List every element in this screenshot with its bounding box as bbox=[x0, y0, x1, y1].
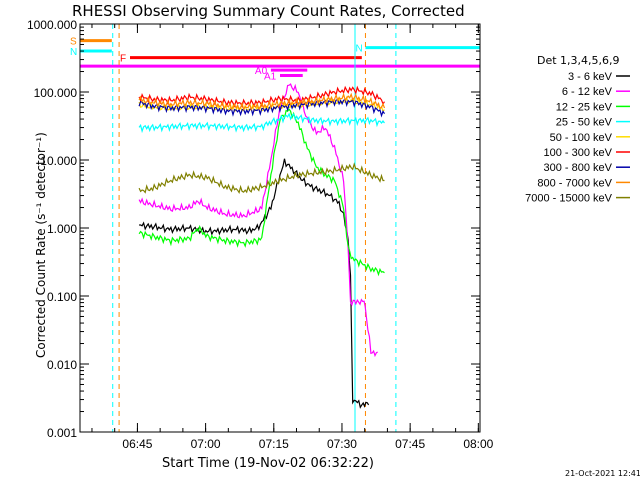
legend-label: 3 - 6 keV bbox=[568, 71, 613, 83]
series-line bbox=[138, 92, 386, 111]
series-line bbox=[138, 98, 386, 118]
legend-label: 12 - 25 keV bbox=[556, 101, 613, 113]
x-tick-label: 07:00 bbox=[191, 437, 221, 451]
flag-label: A0 bbox=[255, 66, 268, 77]
legend-label: 100 - 300 keV bbox=[544, 147, 613, 159]
flag-label: N bbox=[355, 44, 362, 55]
footer-date: 21-Oct-2021 12:41 bbox=[565, 469, 640, 478]
y-tick-label: 10.000 bbox=[40, 154, 77, 168]
chart-title: RHESSI Observing Summary Count Rates, Co… bbox=[72, 2, 465, 20]
legend-label: 50 - 100 keV bbox=[550, 132, 613, 144]
series-line bbox=[138, 83, 378, 358]
y-tick-label: 0.100 bbox=[47, 290, 77, 304]
legend-label: 6 - 12 keV bbox=[562, 86, 613, 98]
x-axis-label: Start Time (19-Nov-02 06:32:22) bbox=[162, 456, 374, 471]
vertical-markers bbox=[112, 24, 397, 432]
legend-label: 300 - 800 keV bbox=[544, 162, 613, 174]
legend-label: 800 - 7000 keV bbox=[537, 177, 612, 189]
y-tick-label: 0.001 bbox=[47, 426, 77, 440]
plot-frame bbox=[79, 23, 481, 433]
y-tick-label: 1000.000 bbox=[27, 18, 77, 32]
y-tick-label: 0.010 bbox=[47, 358, 77, 372]
x-tick-label: 06:45 bbox=[122, 437, 152, 451]
legend-label: 25 - 50 keV bbox=[556, 117, 613, 129]
flag-label: S bbox=[70, 37, 77, 48]
flag-label: A1 bbox=[264, 71, 277, 82]
legend-title: Det 1,3,4,5,6,9 bbox=[537, 54, 620, 67]
x-axis: 06:45 07:00 07:15 07:30 07:45 08:00 bbox=[91, 24, 494, 451]
y-tick-label: 1.000 bbox=[47, 222, 77, 236]
series-line bbox=[138, 112, 385, 134]
x-tick-label: 07:30 bbox=[327, 437, 357, 451]
x-tick-label: 08:00 bbox=[463, 437, 493, 451]
series-line bbox=[138, 162, 385, 194]
series-line bbox=[139, 158, 370, 409]
series-group bbox=[138, 83, 386, 409]
legend: 3 - 6 keV 6 - 12 keV 12 - 25 keV 25 - 50 ke… bbox=[525, 71, 630, 205]
y-tick-label: 100.000 bbox=[34, 86, 78, 100]
series-line bbox=[138, 108, 385, 277]
flag-label: F bbox=[120, 54, 126, 65]
flag-label: N bbox=[70, 47, 77, 58]
legend-label: 7000 - 15000 keV bbox=[525, 193, 613, 205]
y-axis-label: Corrected Count Rate (s⁻¹ detector⁻¹) bbox=[34, 132, 48, 358]
x-tick-label: 07:15 bbox=[259, 437, 289, 451]
x-tick-label: 07:45 bbox=[395, 437, 425, 451]
